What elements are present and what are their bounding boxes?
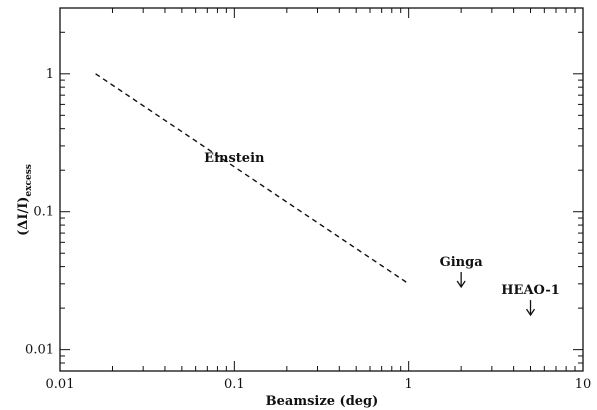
series-line-einstein bbox=[95, 73, 410, 285]
upper-limit-arrow-head bbox=[456, 280, 466, 289]
y-axis-label: (ΔI/I)excess bbox=[16, 164, 34, 236]
upper-limit-label: Ginga bbox=[440, 255, 484, 270]
y-tick-label: 0.1 bbox=[33, 205, 54, 220]
ticks: 0.01 0.1 1 10 0.01 0.1 1 bbox=[25, 7, 592, 392]
upper-limits-layer: Ginga HEAO-1 bbox=[440, 255, 560, 317]
series-annotation-einstein: Einstein bbox=[204, 151, 265, 166]
svg-text:(ΔI/I)excess: (ΔI/I)excess bbox=[16, 164, 34, 236]
y-axis-label-main: (ΔI/I) bbox=[16, 197, 31, 236]
plot-frame bbox=[59, 7, 584, 372]
series-layer bbox=[95, 73, 410, 285]
upper-limit-arrow-head bbox=[525, 308, 536, 317]
x-tick-label: 0.1 bbox=[224, 377, 245, 392]
y-tick-label: 1 bbox=[46, 67, 54, 82]
x-tick-label: 1 bbox=[405, 377, 413, 392]
x-tick-label: 10 bbox=[575, 377, 592, 392]
x-axis-label: Beamsize (deg) bbox=[266, 394, 379, 409]
y-tick-label: 0.01 bbox=[25, 343, 54, 358]
upper-limit-label: HEAO-1 bbox=[501, 283, 560, 298]
y-axis-label-sub: excess bbox=[24, 164, 34, 196]
x-tick-label: 0.01 bbox=[46, 377, 75, 392]
labels-layer: Einstein bbox=[204, 151, 265, 166]
